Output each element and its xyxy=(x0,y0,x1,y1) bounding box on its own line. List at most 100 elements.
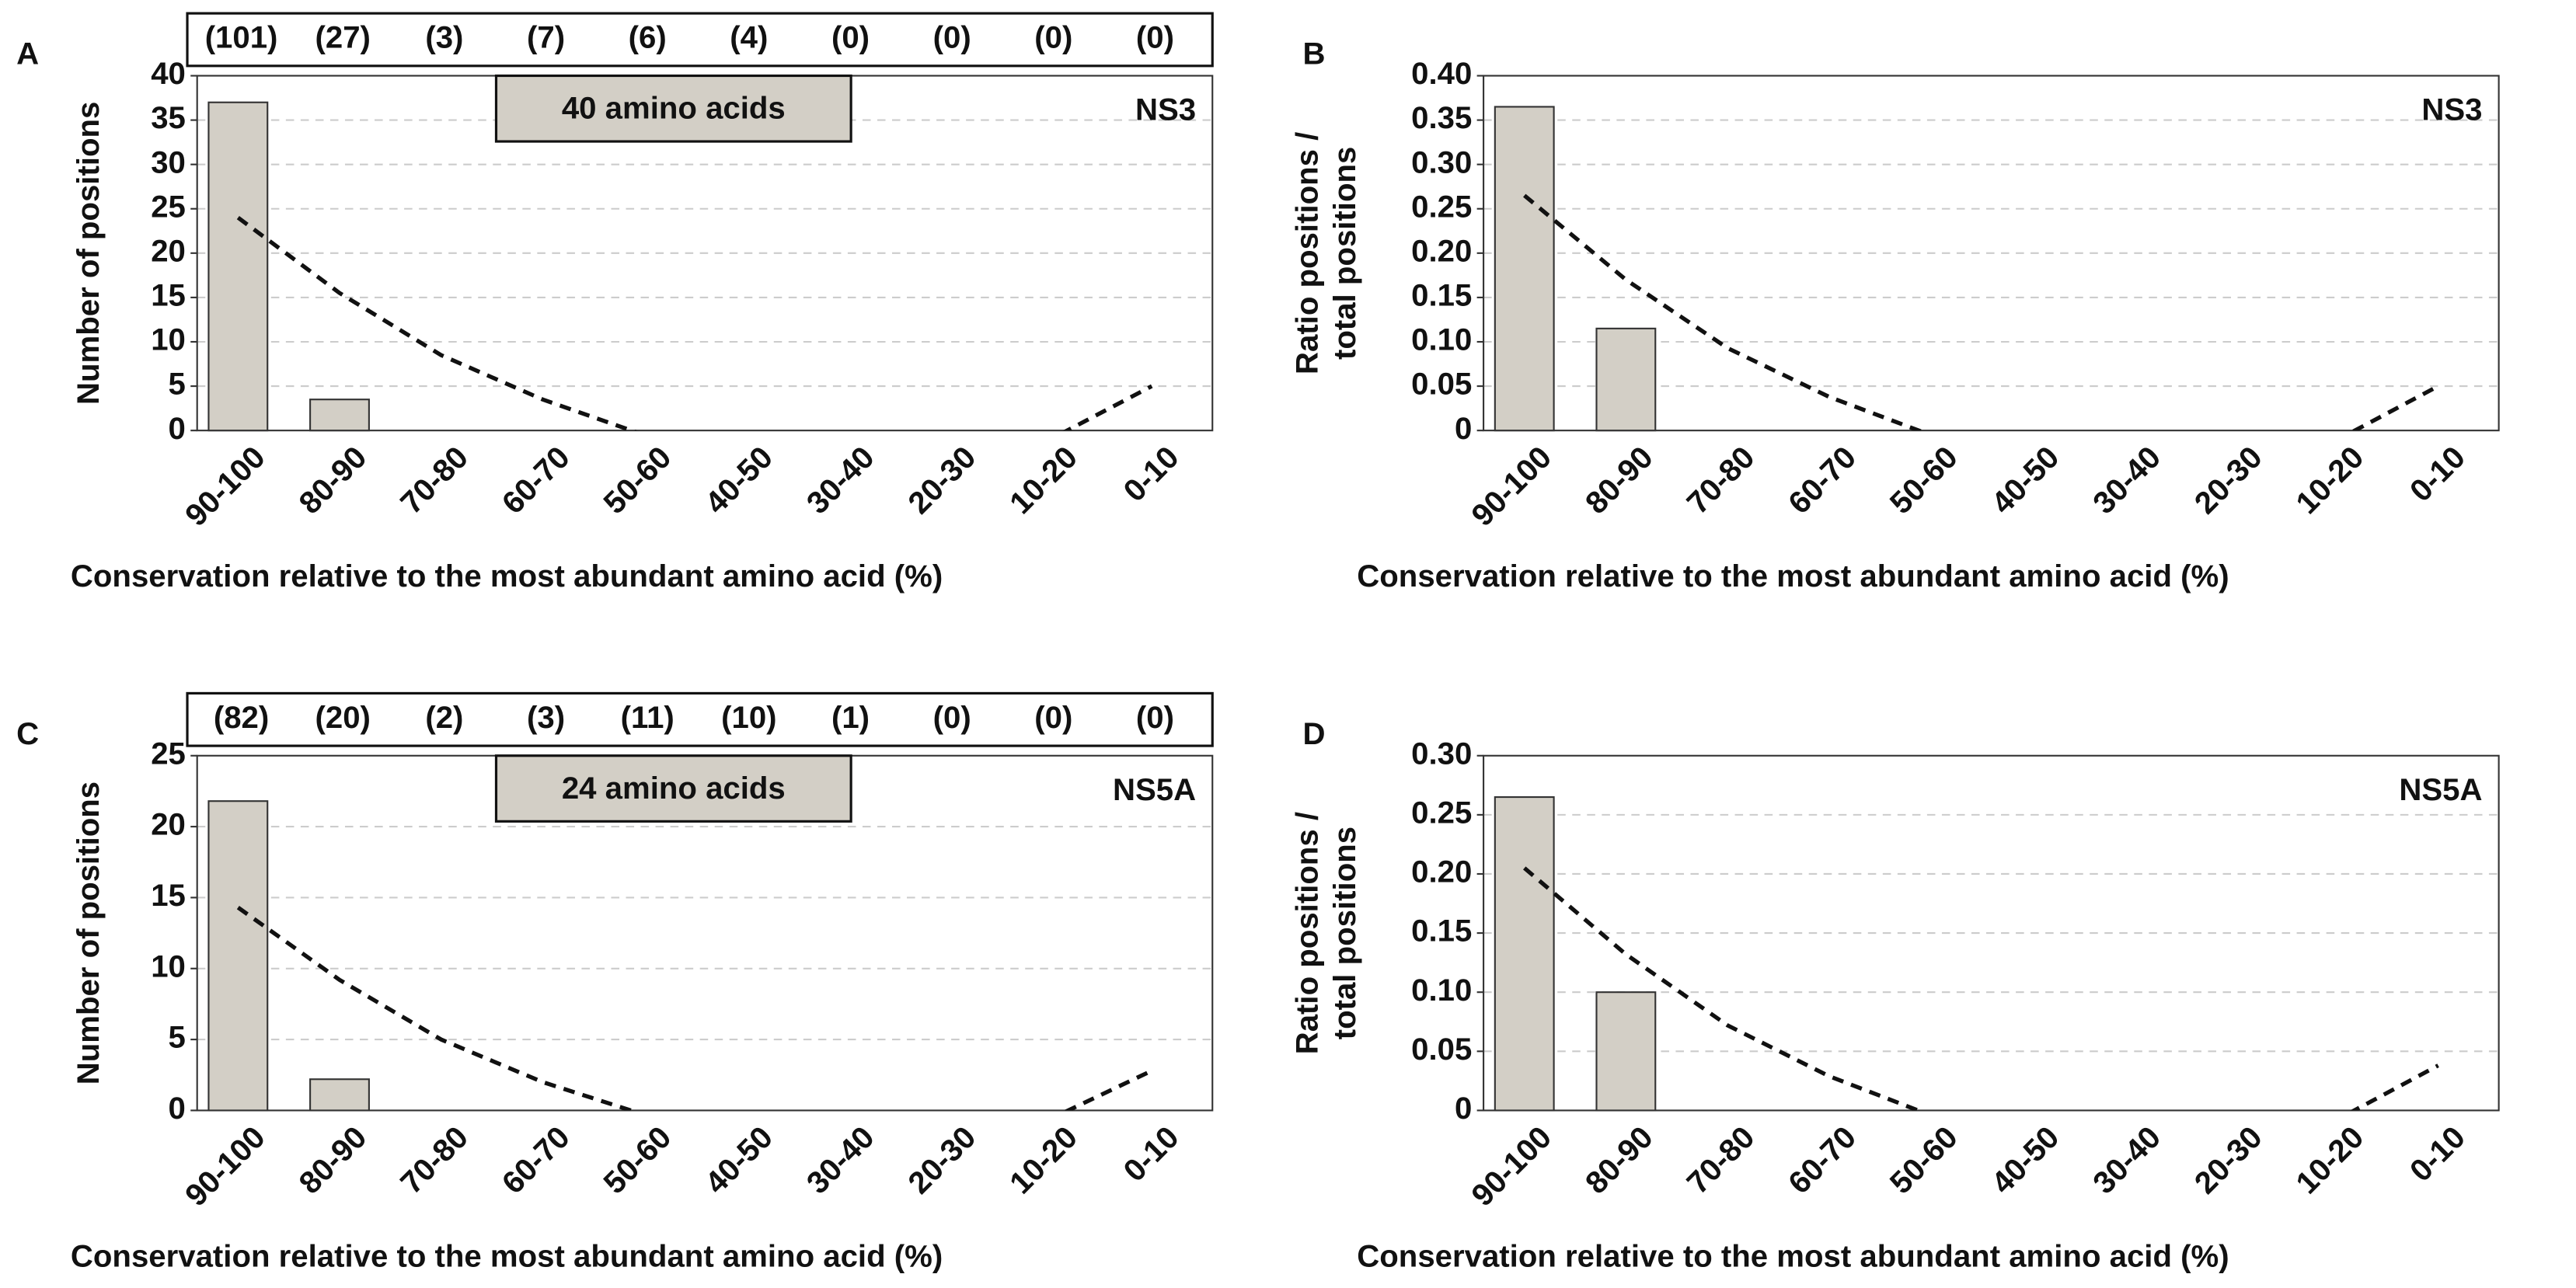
count-label: (0) xyxy=(933,700,971,735)
y-tick-label: 30 xyxy=(151,144,186,179)
x-tick-label: 30-40 xyxy=(2086,440,2167,520)
plot-frame xyxy=(1483,754,2500,1112)
x-tick-label: 0-10 xyxy=(2403,440,2472,509)
count-label: (11) xyxy=(621,700,675,735)
x-tick-label: 50-60 xyxy=(1883,440,1964,520)
x-axis-label: Conservation relative to the most abunda… xyxy=(1357,559,2229,594)
y-tick-label: 40 xyxy=(151,56,186,91)
count-label: (10) xyxy=(721,700,776,735)
x-tick-label: 90-100 xyxy=(179,440,272,533)
y-axis-label: Number of positions xyxy=(71,782,106,1084)
x-tick-label: 0-10 xyxy=(2403,1119,2472,1189)
panel-letter: A xyxy=(16,37,39,71)
corner-label: NS5A xyxy=(1113,772,1196,807)
bar xyxy=(309,399,370,432)
y-tick-label: 0 xyxy=(1455,1091,1472,1126)
x-tick-label: 80-90 xyxy=(292,1119,373,1200)
x-tick-label: 30-40 xyxy=(800,1119,880,1200)
count-label: (27) xyxy=(315,20,371,55)
count-label: (0) xyxy=(1136,20,1174,55)
y-axis-label: Ratio positions / xyxy=(1290,132,1325,374)
count-label: (82) xyxy=(214,700,269,735)
x-tick-label: 50-60 xyxy=(597,440,678,520)
x-tick-label: 80-90 xyxy=(1578,1119,1659,1200)
count-label: (6) xyxy=(629,20,667,55)
x-tick-label: 40-50 xyxy=(1985,440,2065,520)
y-tick-label: 15 xyxy=(151,278,186,313)
y-axis-label: Ratio positions / xyxy=(1290,812,1325,1054)
y-tick-label: 0.20 xyxy=(1411,233,1472,268)
y-tick-label: 0.15 xyxy=(1411,914,1472,949)
y-tick-label: 0.30 xyxy=(1411,736,1472,771)
x-tick-label: 20-30 xyxy=(901,1119,982,1200)
y-tick-label: 35 xyxy=(151,100,186,135)
x-tick-label: 20-30 xyxy=(901,440,982,520)
trend-line xyxy=(1523,193,2439,431)
x-tick-label: 70-80 xyxy=(1680,440,1761,520)
x-tick-label: 80-90 xyxy=(1578,440,1659,520)
y-tick-label: 0.05 xyxy=(1411,1032,1472,1067)
x-tick-label: 90-100 xyxy=(179,1119,272,1213)
x-axis-label: Conservation relative to the most abunda… xyxy=(71,559,943,594)
y-tick-label: 15 xyxy=(151,878,186,913)
count-label: (0) xyxy=(1034,700,1072,735)
y-tick-label: 25 xyxy=(151,736,186,771)
y-tick-label: 0.05 xyxy=(1411,367,1472,402)
trend-line xyxy=(236,906,1153,1111)
y-tick-label: 10 xyxy=(151,949,186,983)
x-tick-label: 20-30 xyxy=(2187,1119,2268,1200)
bar xyxy=(1595,327,1657,432)
trend-line xyxy=(236,216,1153,431)
y-axis-label: Number of positions xyxy=(71,102,106,405)
box-label: 40 amino acids xyxy=(562,91,786,126)
y-tick-label: 0.25 xyxy=(1411,795,1472,830)
x-tick-label: 60-70 xyxy=(495,1119,576,1200)
corner-label: NS3 xyxy=(1135,92,1196,127)
x-tick-label: 10-20 xyxy=(2289,1119,2370,1200)
y-axis-label: total positions xyxy=(1327,827,1362,1039)
x-tick-label: 60-70 xyxy=(495,440,576,520)
x-tick-label: 60-70 xyxy=(1782,1119,1863,1200)
y-tick-label: 5 xyxy=(169,1020,186,1055)
bar xyxy=(1595,991,1657,1112)
count-label: (101) xyxy=(205,20,278,55)
x-tick-label: 60-70 xyxy=(1782,440,1863,520)
y-tick-label: 20 xyxy=(151,807,186,842)
x-tick-label: 90-100 xyxy=(1465,440,1558,533)
y-tick-label: 0.25 xyxy=(1411,189,1472,224)
panel-letter: C xyxy=(16,716,39,751)
y-tick-label: 0 xyxy=(1455,411,1472,446)
bar xyxy=(207,101,269,432)
x-tick-label: 0-10 xyxy=(1117,440,1186,509)
count-label: (0) xyxy=(933,20,971,55)
x-tick-label: 70-80 xyxy=(394,1119,475,1200)
y-tick-label: 0.35 xyxy=(1411,100,1472,135)
y-tick-label: 20 xyxy=(151,233,186,268)
y-tick-label: 0 xyxy=(169,411,186,446)
y-tick-label: 0.40 xyxy=(1411,56,1472,91)
label-box xyxy=(494,74,852,143)
box-label: 24 amino acids xyxy=(562,771,786,806)
corner-label: NS5A xyxy=(2399,772,2482,807)
count-label: (0) xyxy=(831,20,870,55)
bar xyxy=(207,800,269,1112)
count-label: (4) xyxy=(730,20,768,55)
x-tick-label: 90-100 xyxy=(1465,1119,1558,1213)
x-tick-label: 70-80 xyxy=(394,440,475,520)
count-label: (2) xyxy=(425,700,463,735)
x-axis-label: Conservation relative to the most abunda… xyxy=(1357,1238,2229,1273)
count-label: (20) xyxy=(315,700,371,735)
x-tick-label: 10-20 xyxy=(1003,1119,1084,1200)
count-label: (3) xyxy=(425,20,463,55)
trend-line xyxy=(1523,866,2439,1111)
count-label: (0) xyxy=(1136,700,1174,735)
x-tick-label: 40-50 xyxy=(699,440,779,520)
count-label: (3) xyxy=(527,700,565,735)
x-tick-label: 80-90 xyxy=(292,440,373,520)
panel-letter: D xyxy=(1303,716,1326,751)
x-tick-label: 50-60 xyxy=(597,1119,678,1200)
y-tick-label: 5 xyxy=(169,367,186,402)
x-tick-label: 10-20 xyxy=(1003,440,1084,520)
count-box xyxy=(186,691,1214,747)
